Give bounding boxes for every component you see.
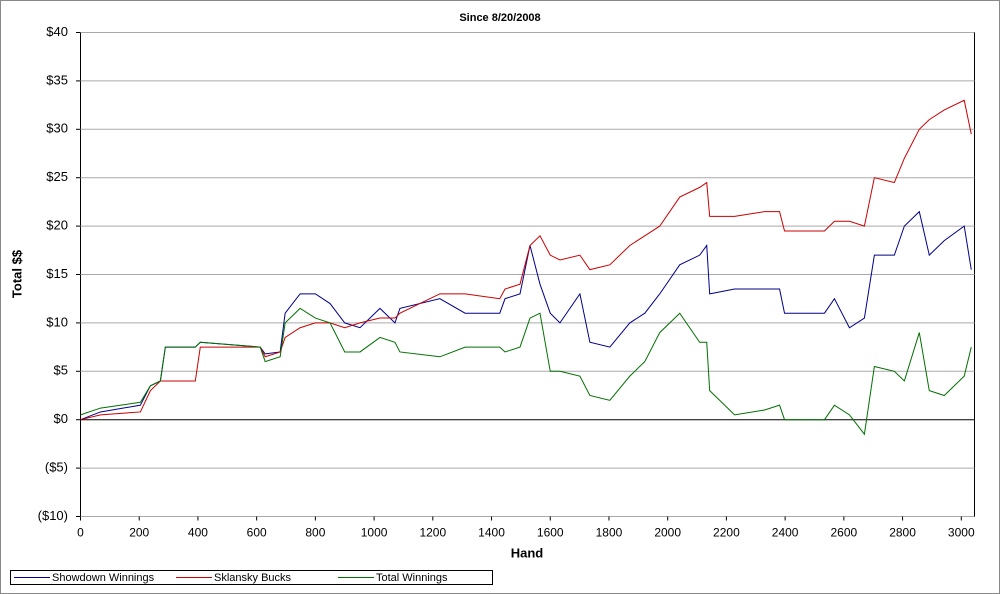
legend xyxy=(10,570,493,585)
x-axis-label: Hand xyxy=(511,545,544,560)
y-tick-label: $5 xyxy=(54,363,68,378)
y-tick-label: $15 xyxy=(46,266,68,281)
x-tick-label: 800 xyxy=(305,526,325,540)
x-tick-label: 1600 xyxy=(537,526,564,540)
x-tick-label: 200 xyxy=(129,526,149,540)
y-axis-label: Total $$ xyxy=(9,249,24,298)
x-tick-label: 1800 xyxy=(596,526,623,540)
x-tick-label: 400 xyxy=(188,526,208,540)
x-tick-label: 2400 xyxy=(772,526,799,540)
x-tick-label: 600 xyxy=(247,526,267,540)
series-line xyxy=(80,307,972,436)
y-tick-label: $35 xyxy=(46,72,68,87)
legend-label: Sklansky Bucks xyxy=(214,572,292,584)
x-tick-label: 0 xyxy=(77,526,84,540)
x-tick-label: 2000 xyxy=(654,526,681,540)
y-tick-label: $0 xyxy=(54,411,68,426)
x-tick-label: 3000 xyxy=(948,526,975,540)
series-line xyxy=(80,99,972,421)
legend-label: Showdown Winnings xyxy=(52,572,155,584)
x-tick-label: 1000 xyxy=(361,526,388,540)
chart-title: Since 8/20/2008 xyxy=(459,12,540,24)
x-tick-label: 1200 xyxy=(419,526,446,540)
y-tick-label: $20 xyxy=(46,218,68,233)
y-tick-label: $25 xyxy=(46,169,68,184)
y-tick-label: $40 xyxy=(46,24,68,39)
y-tick-label: $10 xyxy=(46,314,68,329)
series-line xyxy=(80,210,972,421)
y-tick-label: ($10) xyxy=(38,508,68,523)
x-tick-label: 1400 xyxy=(478,526,505,540)
y-tick-label: ($5) xyxy=(45,460,68,475)
x-tick-label: 2800 xyxy=(889,526,916,540)
legend-label: Total Winnings xyxy=(376,572,448,584)
y-tick-label: $30 xyxy=(46,121,68,136)
x-tick-label: 2200 xyxy=(713,526,740,540)
x-tick-label: 2600 xyxy=(830,526,857,540)
